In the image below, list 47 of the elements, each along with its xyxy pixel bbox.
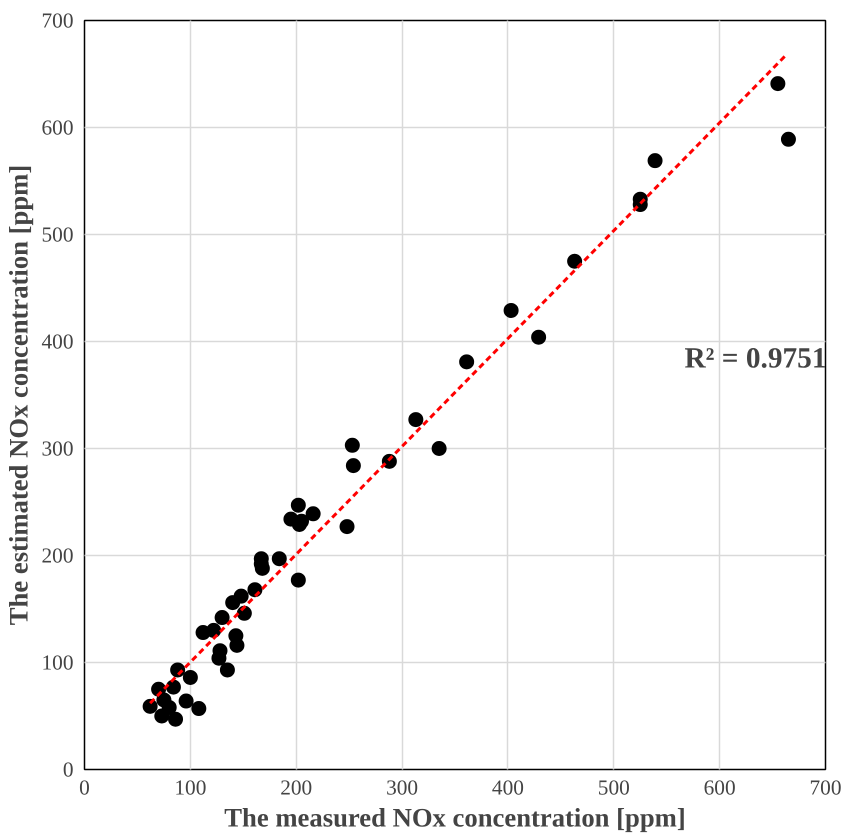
point: [346, 458, 361, 474]
y-tick-label: 600: [42, 116, 74, 140]
x-tick-label: 200: [280, 776, 312, 800]
x-tick-label: 100: [174, 776, 206, 800]
point: [220, 662, 235, 678]
point: [408, 412, 424, 428]
point: [648, 153, 663, 168]
point: [432, 441, 447, 456]
y-tick-label: 300: [42, 436, 74, 460]
point: [168, 712, 184, 727]
point: [531, 330, 546, 345]
point: [290, 572, 306, 588]
point: [567, 254, 582, 269]
point: [272, 551, 287, 566]
x-tick-label: 300: [386, 776, 418, 800]
point: [283, 512, 298, 527]
y-tick-label: 700: [42, 8, 74, 32]
x-axis-title: The measured NOx concentration [ppm]: [224, 802, 686, 832]
point: [182, 670, 198, 685]
point: [225, 595, 240, 610]
point: [178, 694, 194, 709]
y-tick-label: 100: [42, 650, 74, 674]
y-tick-label: 200: [42, 544, 74, 568]
x-tick-label: 600: [704, 776, 736, 800]
y-tick-label: 0: [62, 758, 74, 782]
point: [290, 498, 306, 513]
point: [154, 708, 170, 724]
x-tick-label: 700: [810, 776, 842, 800]
point: [196, 625, 211, 640]
y-axis-title: The estimated NOx concentration [ppm]: [4, 164, 34, 626]
x-tick-label: 0: [79, 776, 90, 800]
point: [459, 354, 474, 370]
point: [191, 701, 206, 716]
point: [166, 680, 181, 695]
point: [156, 692, 172, 708]
point: [340, 519, 355, 534]
point: [770, 76, 786, 92]
y-tick-label: 500: [42, 222, 74, 246]
point: [214, 610, 230, 626]
point: [780, 132, 796, 147]
x-tick-label: 500: [598, 776, 630, 800]
point: [306, 506, 321, 522]
point: [142, 698, 158, 714]
point: [344, 438, 360, 453]
y-tick-label: 400: [42, 330, 74, 354]
point: [504, 302, 519, 318]
x-tick-label: 400: [492, 776, 524, 800]
